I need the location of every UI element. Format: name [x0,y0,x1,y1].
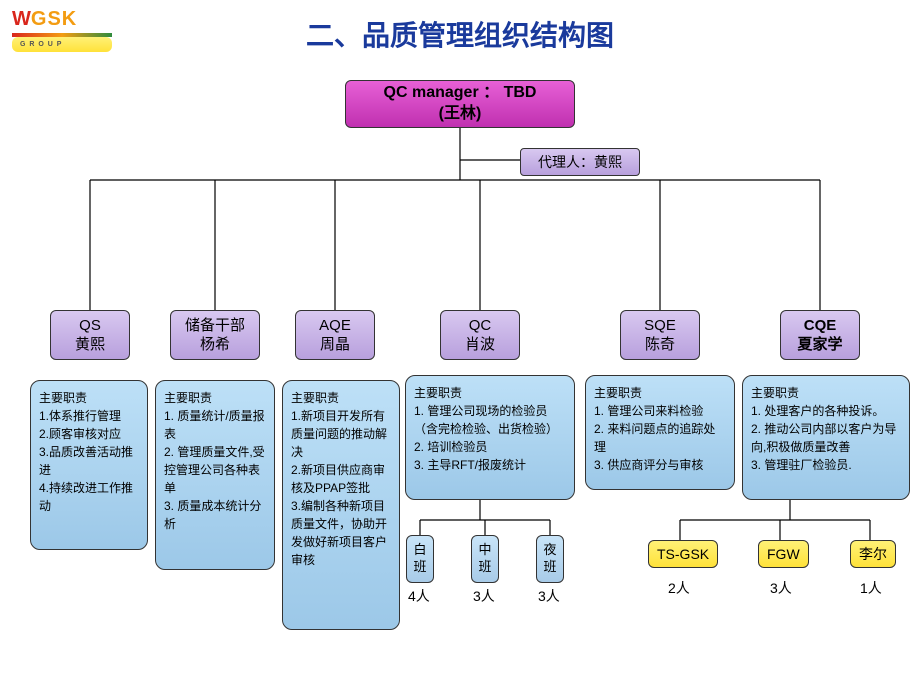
shift-day-count: 4人 [408,586,430,606]
sub-lier-count: 1人 [860,578,882,598]
sub-lier-label: 李尔 [859,545,887,563]
shift-night-label: 夜班 [539,542,561,576]
dept-aqe-title: AQE [319,316,351,336]
dept-qc-name: 肖波 [465,335,495,355]
desc-qs-text: 主要职责 1.体系推行管理 2.顾客审核对应 3.品质改善活动推进 4.持续改进… [39,389,139,515]
sub-fgw-label: FGW [767,545,800,563]
dept-cqe: CQE 夏家学 [780,310,860,360]
shift-night-count: 3人 [538,586,560,606]
dept-sqe-name: 陈奇 [645,335,675,355]
page-title: 二、品质管理组织结构图 [0,14,920,54]
desc-cqe: 主要职责 1. 处理客户的各种投诉。 2. 推动公司内部以客户为导向,积极做质量… [742,375,910,500]
shift-mid-count: 3人 [473,586,495,606]
shift-day-label: 白班 [409,542,431,576]
shift-mid: 中班 [471,535,499,583]
desc-rsv-text: 主要职责 1. 质量统计/质量报表 2. 管理质量文件,受控管理公司各种表单 3… [164,389,266,533]
sub-tsgsk: TS-GSK [648,540,718,568]
shift-night: 夜班 [536,535,564,583]
desc-sqe-text: 主要职责 1. 管理公司来料检验 2. 来料问题点的追踪处理 3. 供应商评分与… [594,384,726,474]
shift-mid-label: 中班 [474,542,496,576]
desc-qc: 主要职责 1. 管理公司现场的检验员（含完检检验、出货检验） 2. 培训检验员 … [405,375,575,500]
desc-aqe-text: 主要职责 1.新项目开发所有质量问题的推动解决 2.新项目供应商审核及PPAP签… [291,389,391,569]
dept-qs-title: QS [79,316,101,336]
dept-cqe-title: CQE [804,316,837,336]
manager-line2: (王林) [439,104,482,125]
desc-qs: 主要职责 1.体系推行管理 2.顾客审核对应 3.品质改善活动推进 4.持续改进… [30,380,148,550]
desc-rsv: 主要职责 1. 质量统计/质量报表 2. 管理质量文件,受控管理公司各种表单 3… [155,380,275,570]
dept-reserve: 储备干部 杨希 [170,310,260,360]
proxy-box: 代理人：黄熙 [520,148,640,176]
desc-aqe: 主要职责 1.新项目开发所有质量问题的推动解决 2.新项目供应商审核及PPAP签… [282,380,400,630]
manager-box: QC manager ： TBD (王林) [345,80,575,128]
dept-qc: QC 肖波 [440,310,520,360]
desc-qc-text: 主要职责 1. 管理公司现场的检验员（含完检检验、出货检验） 2. 培训检验员 … [414,384,566,474]
dept-aqe: AQE 周晶 [295,310,375,360]
dept-reserve-title: 储备干部 [185,316,245,336]
sub-tsgsk-label: TS-GSK [657,545,709,563]
dept-reserve-name: 杨希 [200,335,230,355]
dept-aqe-name: 周晶 [320,335,350,355]
desc-cqe-text: 主要职责 1. 处理客户的各种投诉。 2. 推动公司内部以客户为导向,积极做质量… [751,384,901,474]
sub-lier: 李尔 [850,540,896,568]
shift-day: 白班 [406,535,434,583]
sub-tsgsk-count: 2人 [668,578,690,598]
desc-sqe: 主要职责 1. 管理公司来料检验 2. 来料问题点的追踪处理 3. 供应商评分与… [585,375,735,490]
dept-qc-title: QC [469,316,492,336]
proxy-label: 代理人：黄熙 [538,153,622,171]
dept-cqe-name: 夏家学 [797,335,842,355]
dept-qs-name: 黄熙 [75,335,105,355]
dept-qs: QS 黄熙 [50,310,130,360]
sub-fgw: FGW [758,540,809,568]
dept-sqe-title: SQE [644,316,676,336]
dept-sqe: SQE 陈奇 [620,310,700,360]
manager-line1: QC manager ： TBD [384,83,537,104]
sub-fgw-count: 3人 [770,578,792,598]
